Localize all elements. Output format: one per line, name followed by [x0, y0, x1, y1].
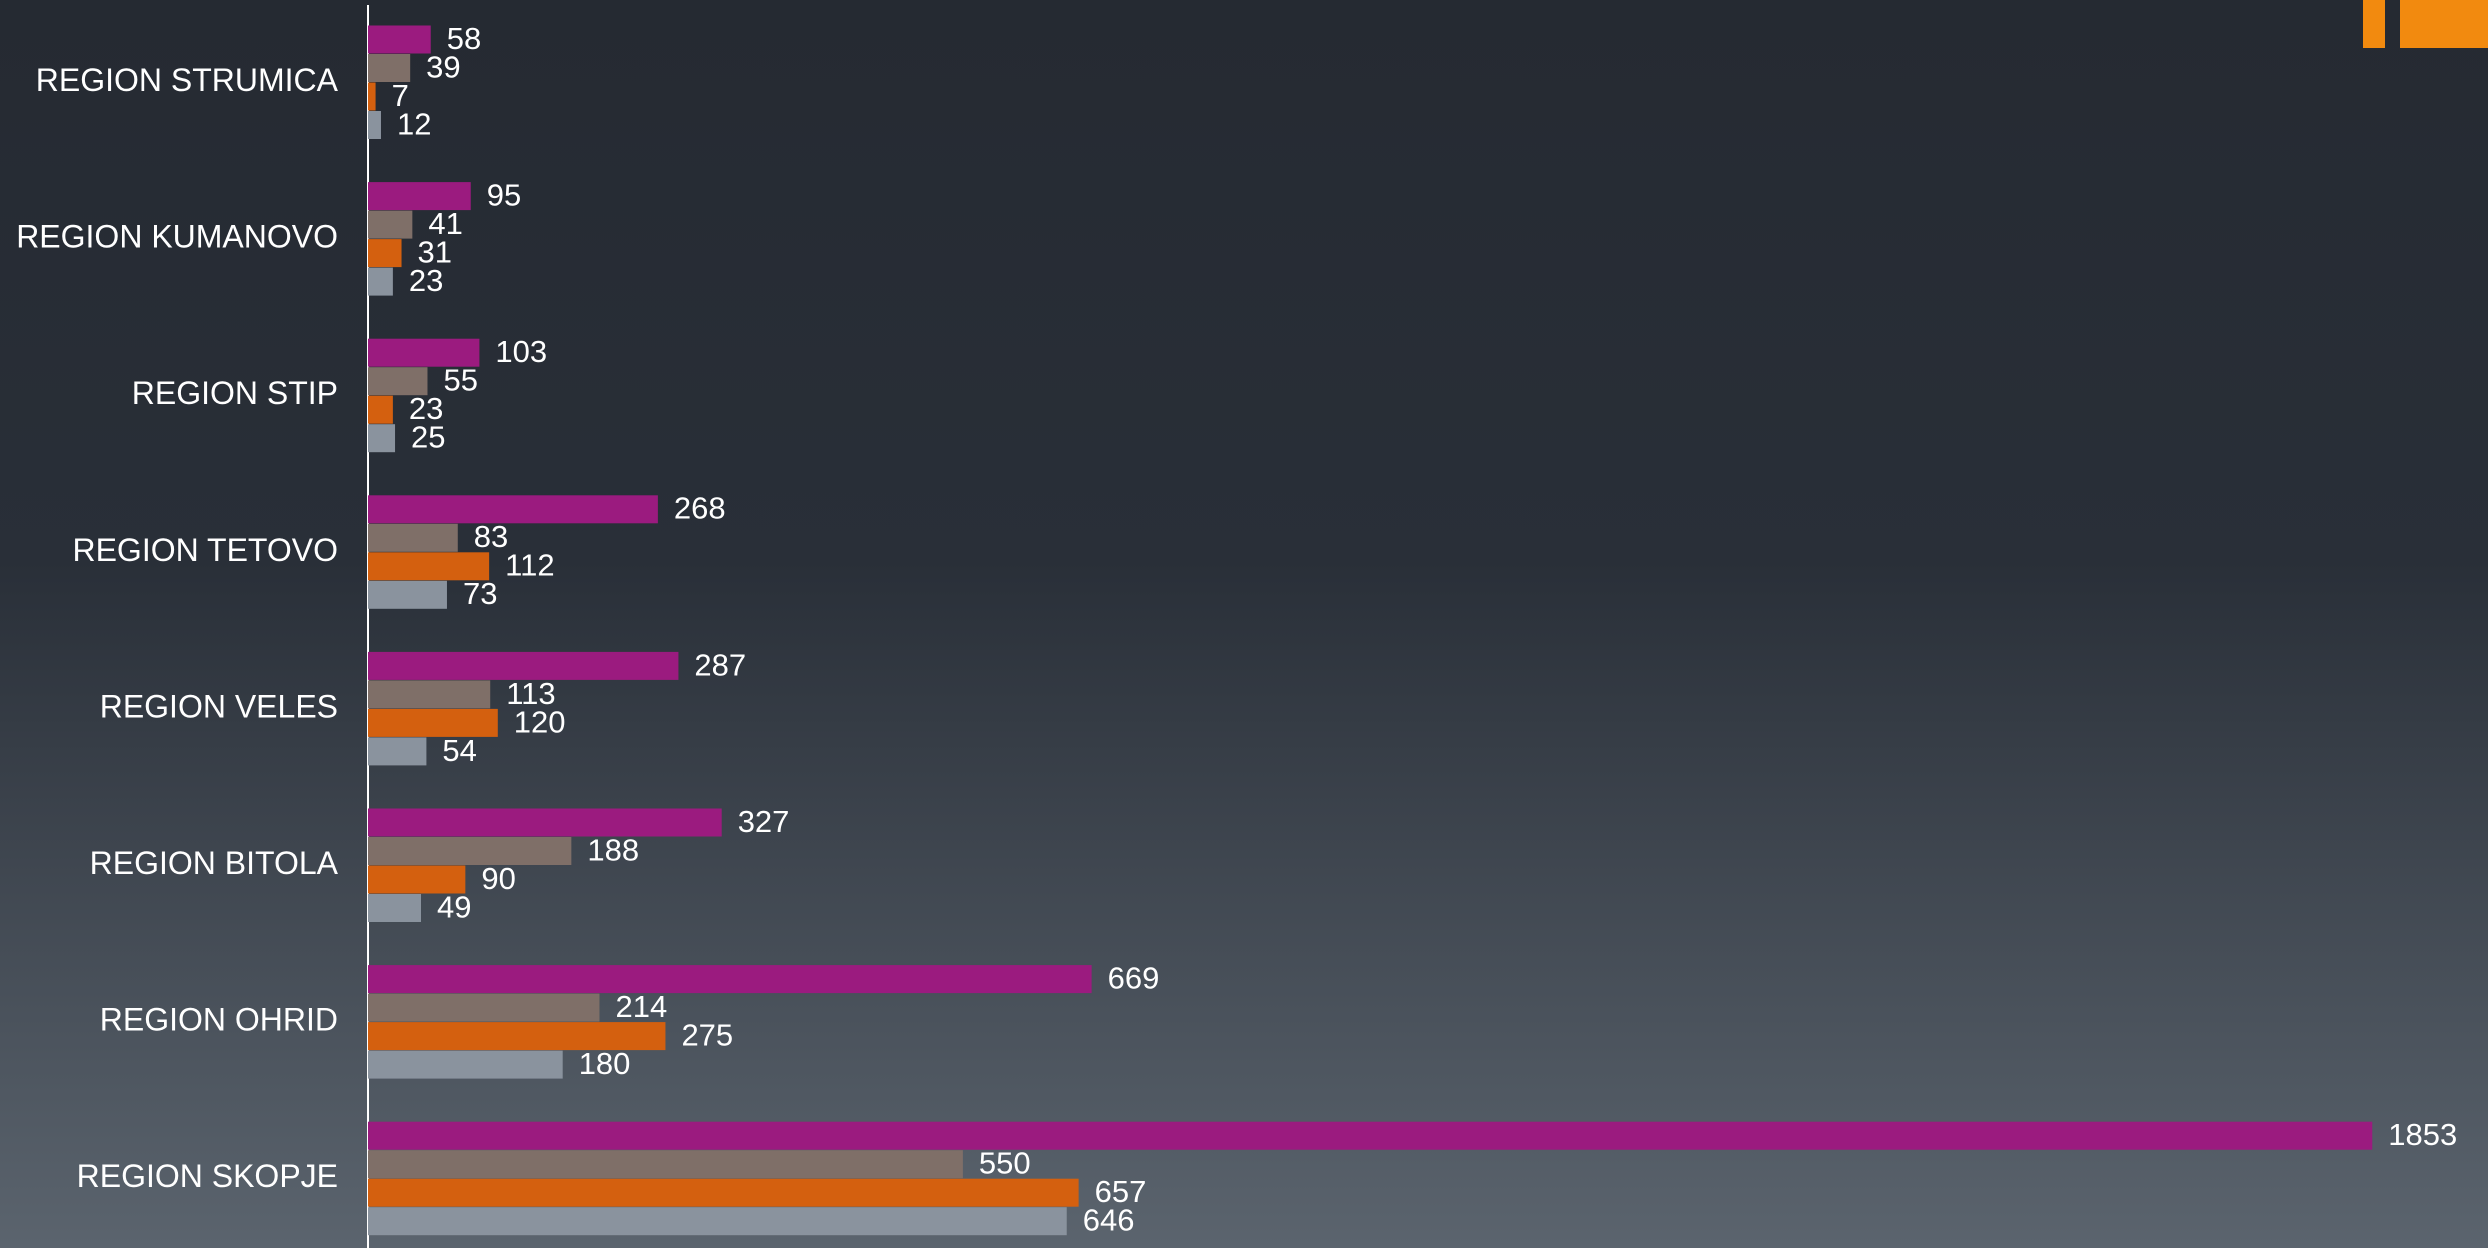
bar: [368, 1022, 666, 1051]
value-label: 83: [474, 519, 508, 554]
value-label: 54: [442, 733, 476, 768]
bar: [368, 965, 1092, 994]
bar: [368, 395, 393, 424]
value-label: 58: [447, 21, 481, 56]
bar: [368, 424, 396, 453]
category-label: REGION STRUMICA: [36, 62, 339, 98]
bar: [368, 338, 480, 367]
value-label: 25: [411, 420, 445, 455]
bar: [368, 651, 679, 680]
value-label: 268: [674, 491, 726, 526]
value-label: 327: [738, 804, 790, 839]
value-label: 120: [514, 704, 566, 739]
category-label: REGION BITOLA: [90, 845, 339, 881]
bar: [368, 808, 722, 837]
decoration: [2363, 0, 2385, 48]
bar: [368, 239, 402, 268]
category-label: REGION SKOPJE: [77, 1158, 338, 1194]
bar: [368, 552, 490, 581]
bar: [368, 1150, 963, 1179]
bar: [368, 865, 466, 894]
bar: [368, 267, 393, 296]
value-label: 7: [392, 78, 409, 113]
bar: [368, 54, 411, 82]
category-label: REGION STIP: [132, 375, 338, 411]
value-label: 90: [481, 861, 515, 896]
value-label: 113: [506, 676, 555, 711]
bar: [368, 182, 471, 211]
value-label: 55: [443, 363, 477, 398]
bar: [368, 894, 421, 922]
bar: [368, 580, 447, 609]
value-label: 73: [463, 576, 497, 611]
category-label: REGION VELES: [100, 688, 338, 724]
category-label: REGION OHRID: [100, 1002, 338, 1038]
value-label: 275: [681, 1018, 733, 1053]
value-label: 550: [979, 1146, 1031, 1181]
bar: [368, 210, 413, 239]
value-label: 12: [397, 106, 431, 141]
value-label: 23: [409, 263, 443, 298]
value-label: 39: [426, 49, 460, 84]
category-label: REGION TETOVO: [72, 532, 338, 568]
bar: [368, 680, 491, 709]
bar: [368, 737, 427, 766]
value-label: 103: [495, 334, 547, 369]
bar: [368, 523, 458, 552]
bar: [368, 1207, 1067, 1236]
bar: [368, 82, 376, 111]
bar: [368, 111, 381, 139]
value-label: 95: [487, 178, 521, 213]
value-label: 287: [694, 647, 746, 682]
value-label: 41: [428, 206, 462, 241]
value-label: 112: [505, 548, 554, 583]
value-label: 214: [615, 989, 667, 1024]
value-label: 646: [1083, 1203, 1135, 1238]
decoration: [2400, 0, 2488, 48]
bar: [368, 1178, 1079, 1207]
bar: [368, 708, 498, 737]
bar: [368, 993, 600, 1022]
value-label: 23: [409, 391, 443, 426]
value-label: 669: [1108, 961, 1160, 996]
value-label: 1853: [2388, 1117, 2457, 1152]
value-label: 188: [587, 832, 639, 867]
value-label: 180: [579, 1046, 631, 1081]
bar: [368, 25, 431, 54]
bar: [368, 367, 428, 396]
bar: [368, 1121, 2373, 1150]
value-label: 657: [1095, 1174, 1147, 1209]
bar: [368, 495, 658, 524]
bar: [368, 1050, 563, 1079]
bar: [368, 837, 572, 865]
category-label: REGION KUMANOVO: [16, 219, 338, 255]
value-label: 49: [437, 889, 471, 924]
value-label: 31: [418, 235, 452, 270]
